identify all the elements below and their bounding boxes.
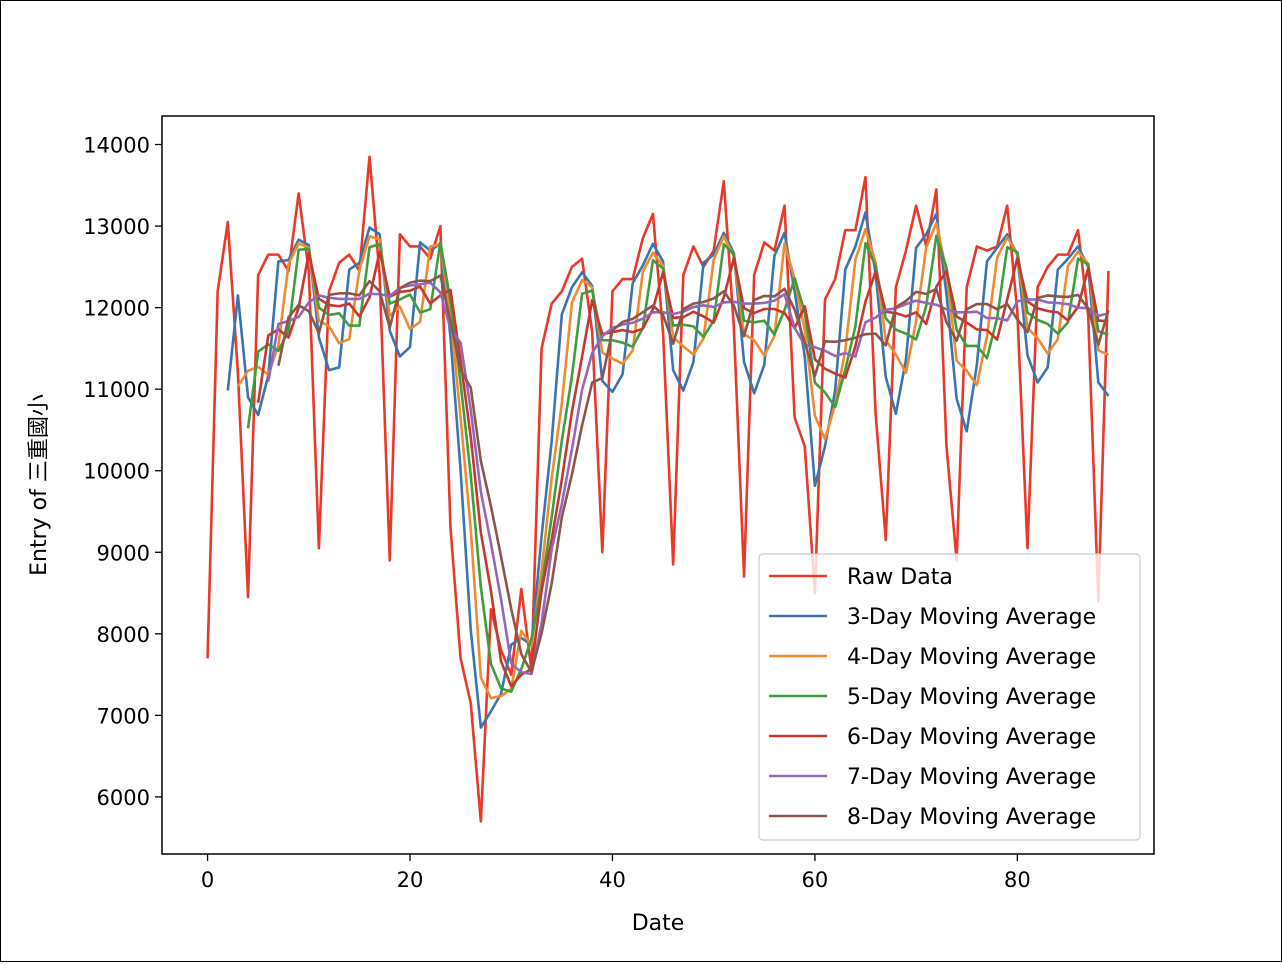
x-axis: 0 20 40 60 80 bbox=[201, 854, 1031, 892]
x-tick-label: 80 bbox=[1004, 868, 1031, 892]
legend-label-ma8: 8-Day Moving Average bbox=[847, 805, 1096, 830]
legend-label-ma4: 4-Day Moving Average bbox=[847, 645, 1096, 670]
y-tick-label: 7000 bbox=[97, 704, 150, 728]
x-tick-label: 0 bbox=[201, 868, 214, 892]
x-tick-label: 20 bbox=[397, 868, 424, 892]
legend-label-ma5: 5-Day Moving Average bbox=[847, 685, 1096, 710]
series-line-ma3 bbox=[226, 211, 1110, 729]
x-axis-label: Date bbox=[632, 911, 685, 936]
legend-label-ma3: 3-Day Moving Average bbox=[847, 605, 1096, 630]
legend-label-raw: Raw Data bbox=[847, 565, 953, 590]
y-tick-label: 14000 bbox=[83, 134, 150, 158]
y-tick-label: 13000 bbox=[83, 215, 150, 239]
y-axis-label: Entry of 三重國小 bbox=[27, 394, 52, 576]
y-tick-label: 11000 bbox=[83, 378, 150, 402]
axes-box bbox=[161, 115, 1155, 855]
y-tick-label: 12000 bbox=[83, 297, 150, 321]
legend-label-ma6: 6-Day Moving Average bbox=[847, 725, 1096, 750]
series-line-ma7 bbox=[267, 281, 1109, 676]
y-tick-label: 6000 bbox=[97, 786, 150, 810]
series-line-ma8 bbox=[277, 274, 1110, 674]
y-axis: 6000 7000 8000 9000 10000 11000 12000 13000 1400… bbox=[83, 134, 162, 810]
series-line-raw bbox=[206, 155, 1110, 823]
y-tick-label: 9000 bbox=[97, 541, 150, 565]
x-tick-label: 60 bbox=[802, 868, 829, 892]
legend-label-ma7: 7-Day Moving Average bbox=[847, 765, 1096, 790]
legend-box bbox=[758, 553, 1141, 841]
y-tick-label: 8000 bbox=[97, 623, 150, 647]
y-tick-label: 10000 bbox=[83, 460, 150, 484]
legend: Raw Data 3-Day Moving Average 4-Day Moving… bbox=[758, 553, 1141, 841]
plot-area bbox=[206, 155, 1110, 823]
x-tick-label: 40 bbox=[599, 868, 626, 892]
